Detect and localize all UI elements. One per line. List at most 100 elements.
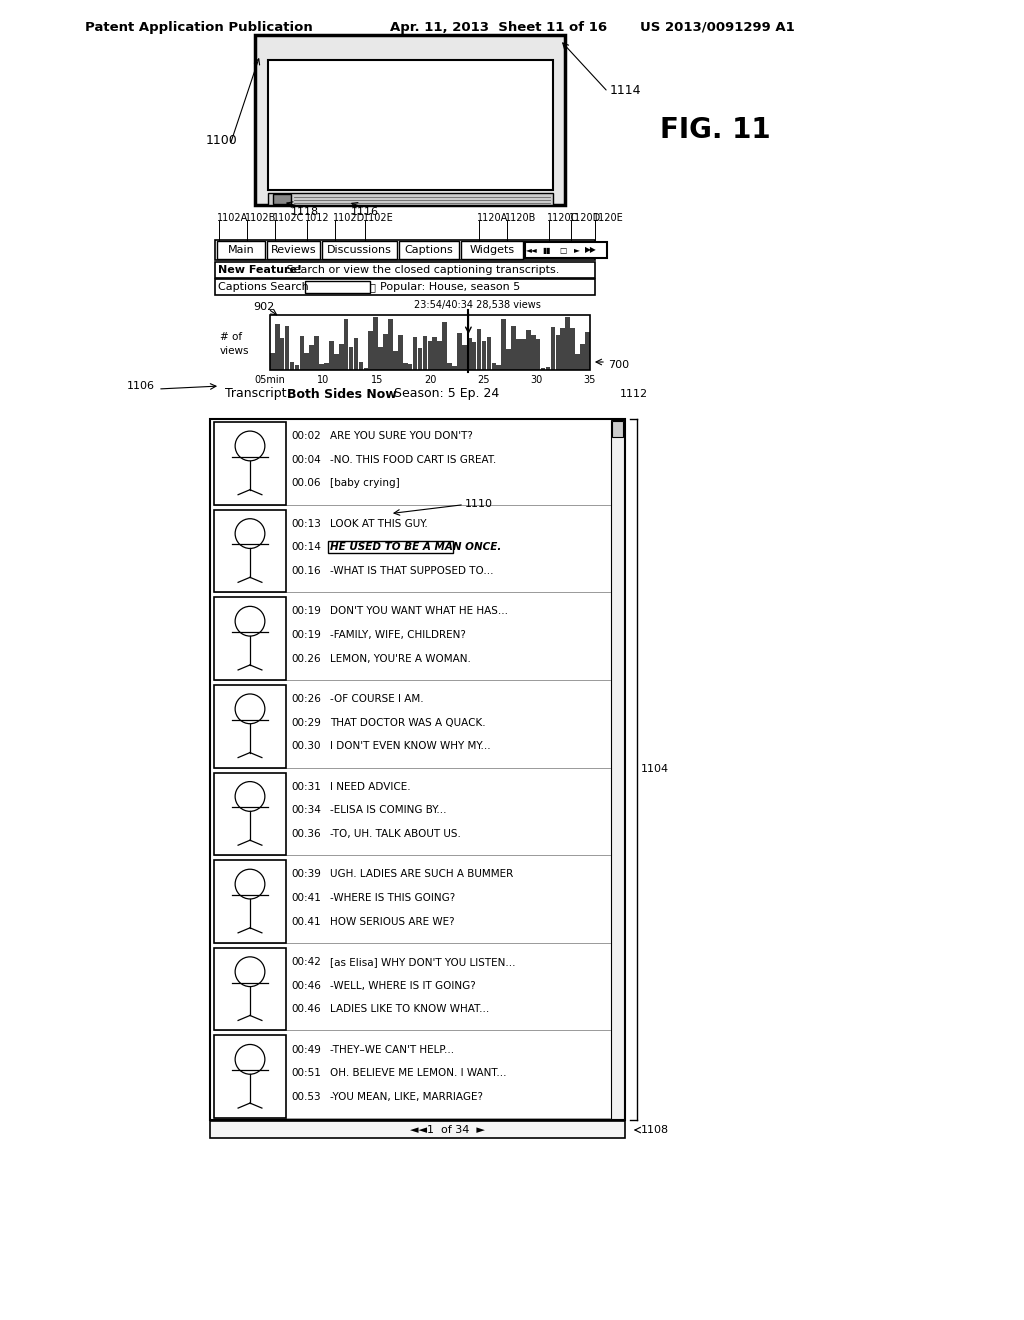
Text: ▶▶: ▶▶ [585, 246, 597, 255]
Bar [328, 541, 453, 553]
Bar [378, 347, 383, 370]
Text: 1102E: 1102E [362, 213, 394, 223]
Bar [210, 1121, 625, 1138]
Text: 00:02: 00:02 [291, 432, 321, 441]
Text: 00:19: 00:19 [291, 606, 321, 616]
Text: ◄◄1  of 34  ►: ◄◄1 of 34 ► [410, 1125, 485, 1135]
Text: 00:46: 00:46 [291, 981, 321, 990]
Bar [612, 421, 623, 437]
Text: □: □ [559, 246, 566, 255]
Text: LADIES LIKE TO KNOW WHAT...: LADIES LIKE TO KNOW WHAT... [330, 1005, 489, 1014]
Text: Captions: Captions [404, 246, 454, 255]
Text: 1102C: 1102C [273, 213, 304, 223]
Text: 1118: 1118 [291, 207, 319, 216]
Text: 00:04: 00:04 [291, 455, 321, 465]
Bar [546, 367, 550, 370]
Bar [270, 315, 590, 370]
Text: 00:13: 00:13 [291, 519, 321, 529]
Bar [295, 364, 299, 370]
Text: DON'T YOU WANT WHAT HE HAS...: DON'T YOU WANT WHAT HE HAS... [330, 606, 508, 616]
Bar [215, 279, 595, 294]
Bar [536, 339, 541, 370]
Bar [304, 354, 309, 370]
Text: Discussions: Discussions [327, 246, 392, 255]
Text: Apr. 11, 2013  Sheet 11 of 16: Apr. 11, 2013 Sheet 11 of 16 [390, 21, 607, 33]
Text: -WHAT IS THAT SUPPOSED TO...: -WHAT IS THAT SUPPOSED TO... [330, 566, 494, 576]
Bar [374, 317, 378, 370]
Bar [408, 364, 413, 370]
Text: 00:42: 00:42 [291, 957, 321, 968]
Text: Both Sides Now: Both Sides Now [287, 388, 396, 400]
Bar [492, 363, 497, 370]
Text: Season: 5 Ep. 24: Season: 5 Ep. 24 [390, 388, 500, 400]
Bar [481, 341, 486, 370]
Text: 05min: 05min [255, 375, 286, 385]
Text: -ELISA IS COMING BY...: -ELISA IS COMING BY... [330, 805, 446, 816]
Bar [506, 348, 511, 370]
Bar [214, 422, 286, 504]
Text: 35: 35 [584, 375, 596, 385]
Bar [214, 948, 286, 1031]
Text: 00:41: 00:41 [291, 892, 321, 903]
Text: 1120C: 1120C [547, 213, 579, 223]
Bar [565, 317, 570, 370]
Text: 00:49: 00:49 [291, 1044, 321, 1055]
Bar [556, 335, 560, 370]
Bar [214, 597, 286, 680]
Bar [369, 331, 373, 370]
Text: -NO. THIS FOOD CART IS GREAT.: -NO. THIS FOOD CART IS GREAT. [330, 455, 497, 465]
Bar [486, 338, 492, 370]
Bar [339, 345, 343, 370]
Bar [214, 861, 286, 942]
Text: 1102A: 1102A [217, 213, 248, 223]
Text: -YOU MEAN, LIKE, MARRIAGE?: -YOU MEAN, LIKE, MARRIAGE? [330, 1092, 483, 1102]
Bar [280, 338, 285, 370]
Bar [418, 347, 422, 370]
Text: FIG. 11: FIG. 11 [660, 116, 771, 144]
Bar [526, 330, 530, 370]
Text: -OF COURSE I AM.: -OF COURSE I AM. [330, 694, 424, 704]
Bar [530, 335, 536, 370]
Bar [270, 354, 274, 370]
Text: ▮▮: ▮▮ [543, 246, 551, 255]
Text: 1106: 1106 [127, 381, 155, 391]
Text: 10: 10 [317, 375, 330, 385]
Text: 00:51: 00:51 [291, 1068, 321, 1078]
Bar [525, 242, 607, 257]
Bar [268, 193, 553, 205]
Text: HE USED TO BE A MAN ONCE.: HE USED TO BE A MAN ONCE. [330, 543, 502, 552]
Bar [581, 343, 585, 370]
Bar [516, 339, 521, 370]
Text: [as Elisa] WHY DON'T YOU LISTEN...: [as Elisa] WHY DON'T YOU LISTEN... [330, 957, 515, 968]
Bar [521, 339, 525, 370]
Text: 1108: 1108 [641, 1125, 669, 1135]
Text: Search or view the closed captioning transcripts.: Search or view the closed captioning tra… [283, 265, 559, 275]
Bar [319, 364, 324, 370]
Text: 00.41: 00.41 [291, 916, 321, 927]
Bar [383, 334, 388, 370]
Text: 23:54/40:34 28,538 views: 23:54/40:34 28,538 views [414, 300, 541, 310]
Bar [344, 318, 348, 370]
Text: 00.16: 00.16 [291, 566, 321, 576]
Text: OH. BELIEVE ME LEMON. I WANT...: OH. BELIEVE ME LEMON. I WANT... [330, 1068, 507, 1078]
Text: 00.36: 00.36 [291, 829, 321, 840]
Bar [442, 322, 446, 370]
Text: I NEED ADVICE.: I NEED ADVICE. [330, 781, 411, 792]
Bar [461, 242, 523, 259]
Bar [551, 327, 555, 370]
Text: 00:19: 00:19 [291, 630, 321, 640]
Text: ◄◄: ◄◄ [526, 246, 538, 255]
Bar [217, 242, 265, 259]
Text: 25: 25 [477, 375, 489, 385]
Bar [215, 261, 595, 279]
Bar [511, 326, 516, 370]
Text: 1104: 1104 [641, 764, 669, 775]
Text: 30: 30 [530, 375, 543, 385]
Text: 00:29: 00:29 [291, 718, 321, 727]
Text: [baby crying]: [baby crying] [330, 478, 399, 488]
Text: Captions Search: Captions Search [218, 282, 309, 292]
Text: -FAMILY, WIFE, CHILDREN?: -FAMILY, WIFE, CHILDREN? [330, 630, 466, 640]
Text: 00.30: 00.30 [291, 742, 321, 751]
Bar [255, 36, 565, 205]
Bar [300, 335, 304, 370]
